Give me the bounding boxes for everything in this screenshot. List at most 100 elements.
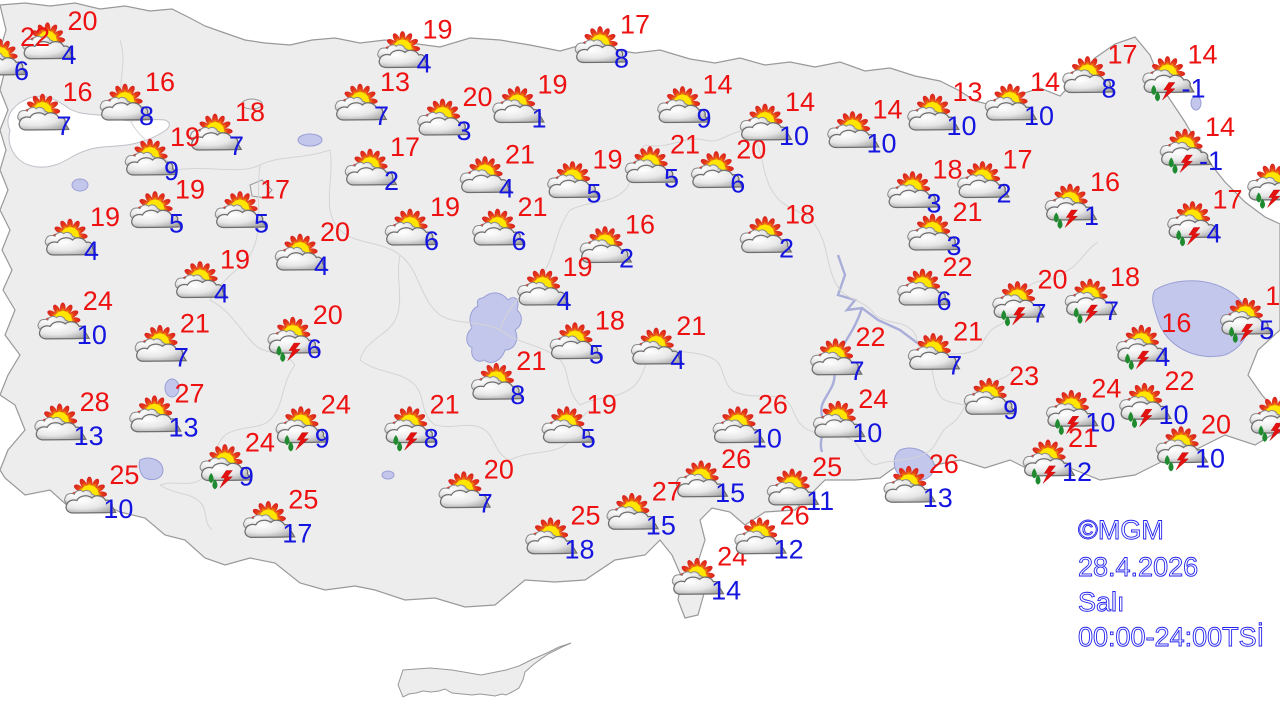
svg-text:9: 9 bbox=[315, 424, 330, 454]
svg-text:10: 10 bbox=[852, 418, 882, 448]
svg-text:25: 25 bbox=[109, 460, 139, 490]
svg-text:5: 5 bbox=[587, 179, 602, 209]
svg-text:18: 18 bbox=[235, 97, 265, 127]
svg-text:19: 19 bbox=[587, 390, 617, 420]
svg-text:4: 4 bbox=[499, 174, 514, 204]
svg-text:17: 17 bbox=[390, 132, 420, 162]
svg-text:©MGM: ©MGM bbox=[1078, 515, 1164, 545]
svg-text:5: 5 bbox=[169, 209, 184, 239]
svg-text:21: 21 bbox=[676, 311, 706, 341]
svg-text:12: 12 bbox=[774, 535, 804, 565]
svg-text:19: 19 bbox=[423, 15, 453, 45]
svg-text:17: 17 bbox=[1108, 40, 1138, 70]
svg-text:9: 9 bbox=[1003, 395, 1018, 425]
svg-text:14: 14 bbox=[873, 95, 903, 125]
svg-text:26: 26 bbox=[780, 501, 810, 531]
svg-text:8: 8 bbox=[1102, 74, 1117, 104]
svg-text:4: 4 bbox=[417, 49, 432, 79]
svg-text:5: 5 bbox=[589, 340, 604, 370]
svg-text:16: 16 bbox=[1090, 167, 1120, 197]
svg-text:3: 3 bbox=[927, 189, 942, 219]
svg-text:16: 16 bbox=[145, 67, 175, 97]
svg-text:4: 4 bbox=[670, 345, 685, 375]
svg-text:19: 19 bbox=[430, 192, 460, 222]
svg-text:16: 16 bbox=[63, 77, 93, 107]
svg-text:18: 18 bbox=[1110, 262, 1140, 292]
svg-text:19: 19 bbox=[220, 245, 250, 275]
svg-text:27: 27 bbox=[175, 379, 205, 409]
svg-text:20: 20 bbox=[320, 217, 350, 247]
svg-text:7: 7 bbox=[57, 111, 72, 141]
svg-text:25: 25 bbox=[571, 501, 601, 531]
svg-text:8: 8 bbox=[139, 101, 154, 131]
svg-text:22: 22 bbox=[1165, 366, 1195, 396]
svg-text:7: 7 bbox=[478, 489, 493, 519]
svg-text:20: 20 bbox=[313, 300, 343, 330]
svg-text:23: 23 bbox=[1009, 361, 1039, 391]
svg-text:19: 19 bbox=[170, 122, 200, 152]
svg-text:1: 1 bbox=[1265, 281, 1280, 311]
svg-text:2: 2 bbox=[779, 234, 794, 264]
svg-text:25: 25 bbox=[288, 484, 318, 514]
svg-text:20: 20 bbox=[1038, 265, 1068, 295]
svg-text:21: 21 bbox=[518, 192, 548, 222]
svg-text:18: 18 bbox=[595, 306, 625, 336]
svg-text:5: 5 bbox=[664, 164, 679, 194]
svg-text:4: 4 bbox=[314, 251, 329, 281]
svg-text:15: 15 bbox=[646, 510, 676, 540]
svg-text:17: 17 bbox=[260, 175, 290, 205]
svg-text:24: 24 bbox=[1091, 373, 1121, 403]
svg-text:4: 4 bbox=[214, 279, 229, 309]
svg-text:20: 20 bbox=[68, 6, 98, 36]
svg-text:14: 14 bbox=[711, 575, 741, 605]
svg-text:13: 13 bbox=[953, 77, 983, 107]
svg-text:12: 12 bbox=[1062, 457, 1092, 487]
svg-text:6: 6 bbox=[730, 169, 745, 199]
svg-text:8: 8 bbox=[614, 44, 629, 74]
svg-text:20: 20 bbox=[463, 82, 493, 112]
svg-text:10: 10 bbox=[752, 424, 782, 454]
svg-text:4: 4 bbox=[62, 40, 77, 70]
svg-text:2: 2 bbox=[997, 179, 1012, 209]
svg-text:24: 24 bbox=[321, 390, 351, 420]
svg-text:4: 4 bbox=[1207, 219, 1222, 249]
svg-text:14: 14 bbox=[1188, 40, 1218, 70]
svg-text:22: 22 bbox=[856, 322, 886, 352]
svg-text:6: 6 bbox=[512, 226, 527, 256]
svg-text:28: 28 bbox=[80, 387, 110, 417]
svg-text:7: 7 bbox=[374, 101, 389, 131]
svg-text:16: 16 bbox=[625, 210, 655, 240]
svg-text:26: 26 bbox=[929, 449, 959, 479]
svg-text:20: 20 bbox=[484, 455, 514, 485]
svg-text:10: 10 bbox=[947, 111, 977, 141]
svg-text:22: 22 bbox=[943, 252, 973, 282]
svg-text:00:00-24:00TSİ: 00:00-24:00TSİ bbox=[1078, 621, 1264, 652]
svg-text:6: 6 bbox=[14, 56, 29, 86]
svg-text:10: 10 bbox=[1159, 400, 1189, 430]
svg-text:15: 15 bbox=[715, 478, 745, 508]
svg-text:4: 4 bbox=[557, 286, 572, 316]
svg-text:7: 7 bbox=[850, 356, 865, 386]
svg-text:9: 9 bbox=[239, 462, 254, 492]
svg-text:17: 17 bbox=[282, 518, 312, 548]
svg-text:2: 2 bbox=[619, 244, 634, 274]
svg-text:21: 21 bbox=[516, 346, 546, 376]
svg-text:6: 6 bbox=[424, 226, 439, 256]
svg-text:-1: -1 bbox=[1199, 146, 1223, 176]
svg-text:17: 17 bbox=[1213, 185, 1243, 215]
svg-text:21: 21 bbox=[953, 316, 983, 346]
svg-text:5: 5 bbox=[254, 209, 269, 239]
svg-text:25: 25 bbox=[812, 452, 842, 482]
svg-text:14: 14 bbox=[1205, 112, 1235, 142]
svg-text:5: 5 bbox=[581, 424, 596, 454]
svg-text:7: 7 bbox=[1104, 296, 1119, 326]
svg-text:13: 13 bbox=[380, 67, 410, 97]
svg-text:24: 24 bbox=[245, 428, 275, 458]
svg-text:1: 1 bbox=[532, 104, 547, 134]
svg-text:26: 26 bbox=[758, 390, 788, 420]
svg-text:2: 2 bbox=[384, 166, 399, 196]
svg-text:18: 18 bbox=[785, 200, 815, 230]
svg-text:10: 10 bbox=[103, 494, 133, 524]
svg-text:3: 3 bbox=[457, 116, 472, 146]
svg-text:10: 10 bbox=[779, 121, 809, 151]
